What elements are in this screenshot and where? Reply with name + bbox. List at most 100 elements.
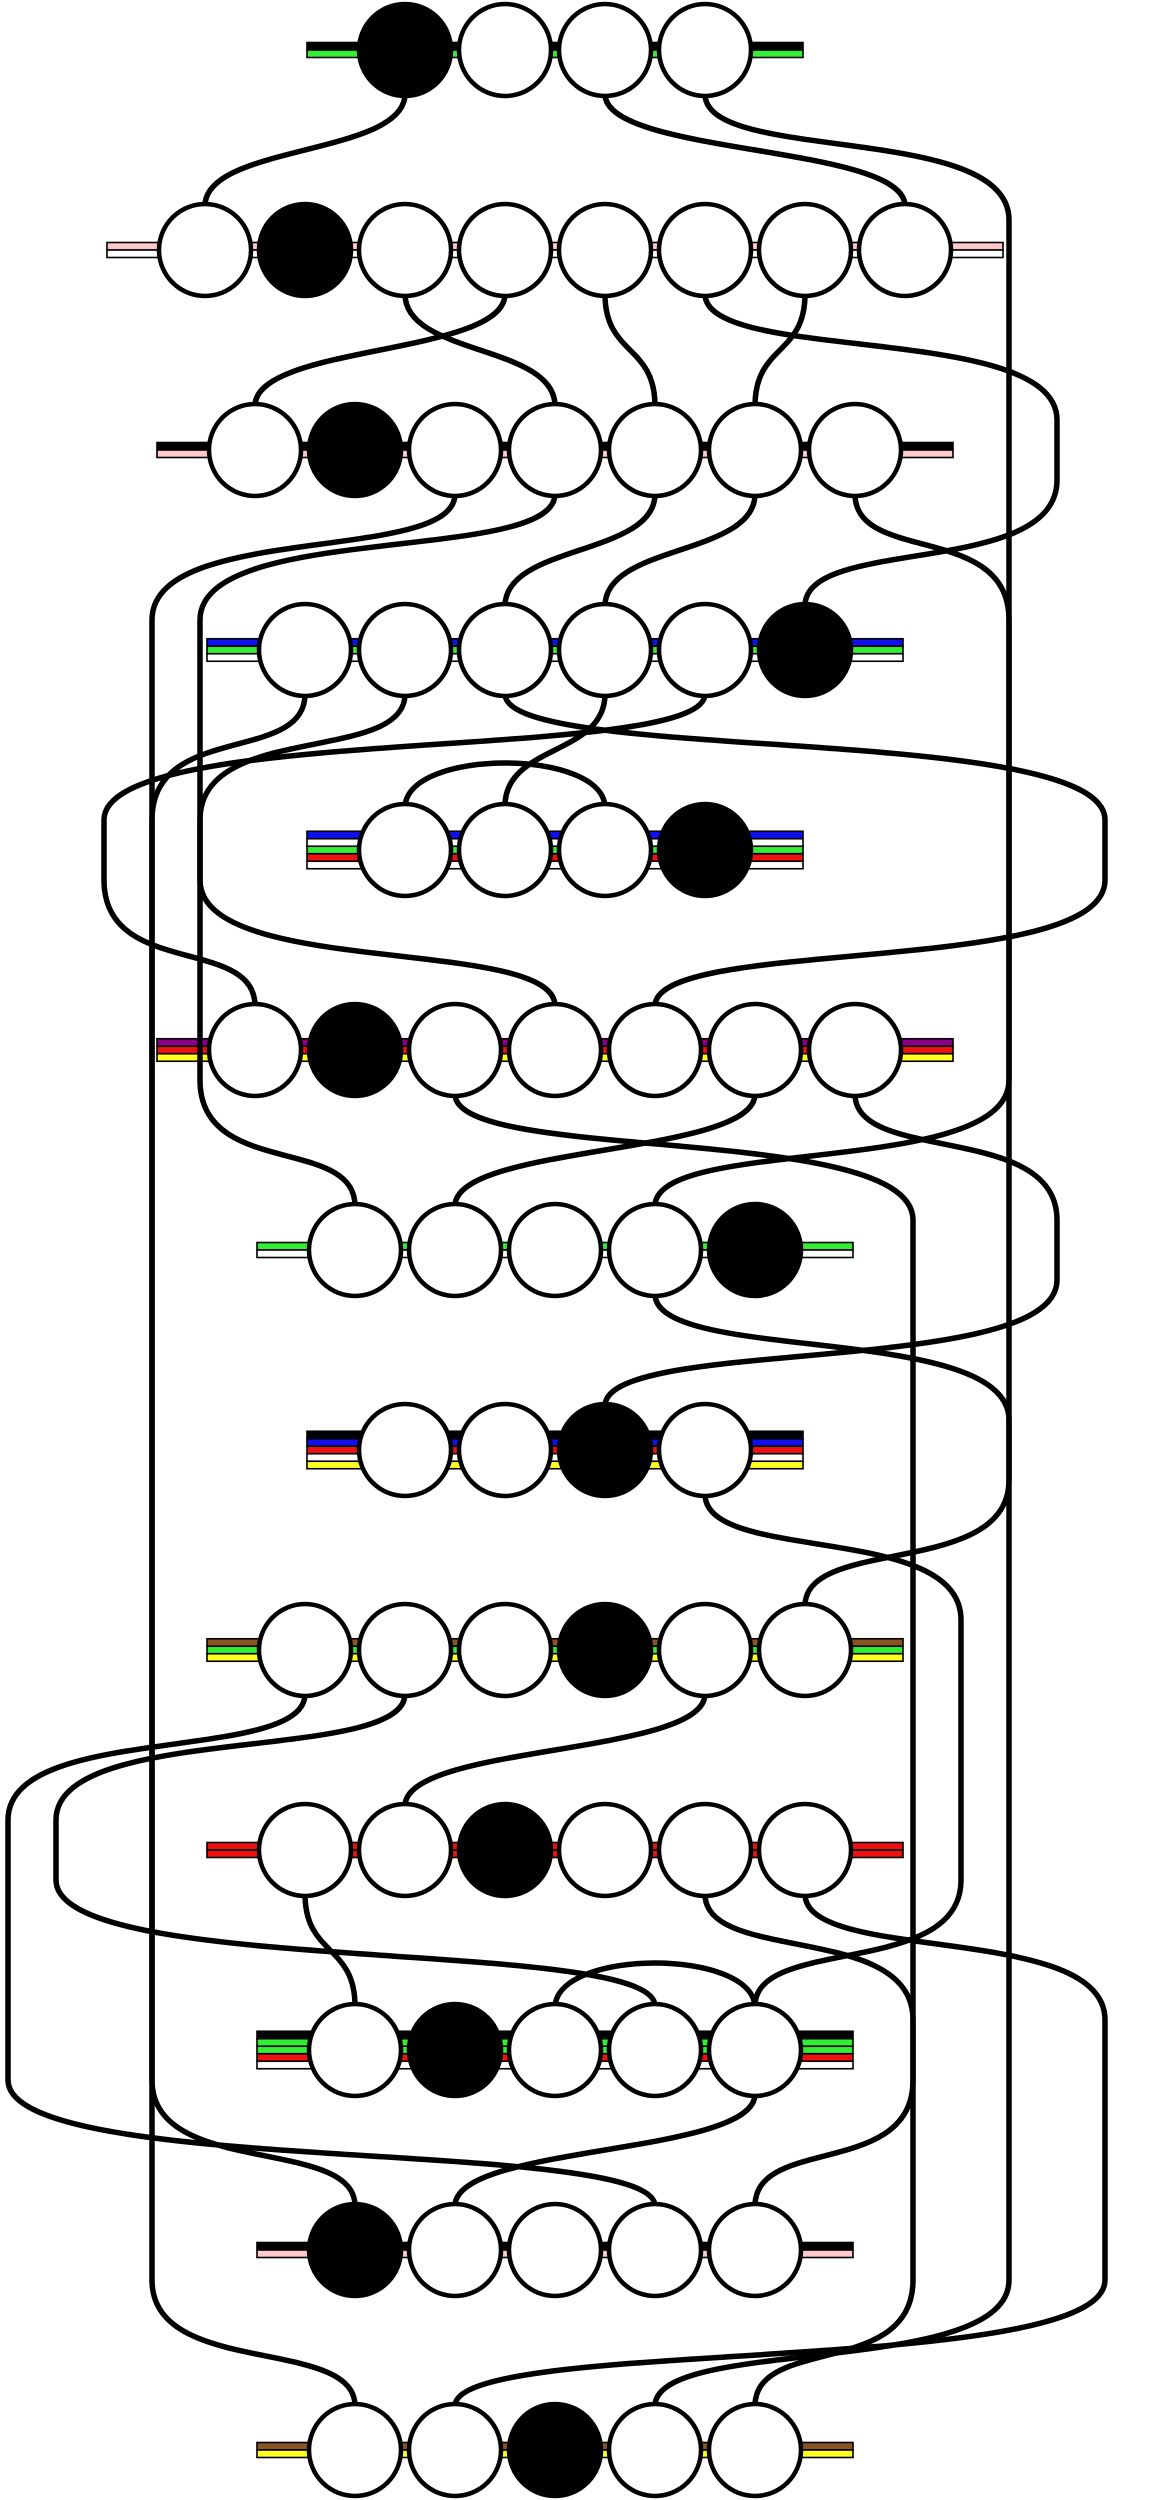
node-r1-2 [356, 201, 454, 299]
node-r5-5 [706, 1001, 804, 1099]
connection-1-4-to-2-4 [602, 291, 658, 409]
node-r3-4 [656, 601, 754, 699]
node-r11-2 [506, 2201, 604, 2299]
connection-3-3-to-4-1 [502, 691, 608, 809]
node-r1-7 [856, 201, 954, 299]
node-r2-4 [606, 401, 704, 499]
node-r8-1 [356, 1601, 454, 1699]
nodes-layer [156, 1, 954, 2499]
row-4-bar-4-white [306, 860, 804, 870]
node-r10-4 [706, 2001, 804, 2099]
node-r5-2 [406, 1001, 504, 1099]
node-r9-0 [256, 1801, 354, 1899]
row-9-bar-1-red [206, 1849, 904, 1859]
row-0-bar-1-green [306, 49, 804, 59]
connection-3-0-to-12-0 [149, 691, 358, 2409]
node-r3-1 [356, 601, 454, 699]
node-r4-3-filled [656, 801, 754, 899]
node-r11-3 [606, 2201, 704, 2299]
connection-1-2-to-2-3 [402, 291, 558, 409]
node-r7-2-filled [556, 1401, 654, 1499]
node-r8-4 [656, 1601, 754, 1699]
node-r0-0-filled [356, 1, 454, 99]
node-r2-6 [806, 401, 904, 499]
node-r7-1 [456, 1401, 554, 1499]
node-r9-2-filled [456, 1801, 554, 1899]
connection-2-5-to-3-3 [602, 491, 758, 609]
node-r11-4 [706, 2201, 804, 2299]
node-r7-3 [656, 1401, 754, 1499]
node-r5-6 [806, 1001, 904, 1099]
node-r12-0 [306, 2401, 404, 2499]
connection-3-2-to-5-4 [502, 691, 1108, 1009]
node-r1-1-filled [256, 201, 354, 299]
node-r1-3 [456, 201, 554, 299]
node-r4-1 [456, 801, 554, 899]
connection-10-2-to-10-4 [552, 1960, 758, 2011]
node-r9-3 [556, 1801, 654, 1899]
connection-0-0-to-1-0 [202, 91, 408, 209]
connection-9-0-to-10-0 [302, 1891, 358, 2009]
node-r10-2 [506, 2001, 604, 2099]
row-3-bar-2-white [206, 652, 904, 663]
node-r6-1 [406, 1201, 504, 1299]
node-r2-3 [506, 401, 604, 499]
connection-10-4-to-11-1 [452, 2091, 758, 2209]
connection-4-2-to-4-0 [402, 760, 608, 811]
node-r2-2 [406, 401, 504, 499]
connection-1-5-to-3-5 [702, 291, 1060, 609]
node-r1-4 [556, 201, 654, 299]
node-r9-5 [756, 1801, 854, 1899]
connection-3-1-to-5-3 [197, 691, 558, 1009]
node-r5-4 [606, 1001, 704, 1099]
connection-2-3-to-6-0 [197, 491, 558, 1209]
connection-3-4-to-5-0 [101, 691, 708, 1009]
connection-2-2-to-11-0 [149, 491, 458, 2209]
connection-9-4-to-11-4 [702, 1891, 916, 2209]
node-r6-4-filled [706, 1201, 804, 1299]
node-r4-2 [556, 801, 654, 899]
node-r5-0 [206, 1001, 304, 1099]
connection-5-5-to-6-1 [452, 1091, 758, 1209]
row-1-bar-1-white [106, 249, 1004, 259]
row-8-bar-2-yellow [206, 1652, 904, 1663]
node-r5-3 [506, 1001, 604, 1099]
node-r8-5 [756, 1601, 854, 1699]
connection-1-3-to-2-0 [252, 291, 508, 409]
node-r2-5 [706, 401, 804, 499]
connection-7-3-to-10-4 [702, 1491, 964, 2009]
node-r12-3 [606, 2401, 704, 2499]
node-r10-1-filled [406, 2001, 504, 2099]
connection-6-3-to-12-3 [652, 1291, 1012, 2409]
node-r12-4 [706, 2401, 804, 2499]
connection-5-2-to-12-4 [452, 1091, 916, 2409]
connections-layer [5, 91, 1108, 2409]
node-r0-1 [456, 1, 554, 99]
node-r11-0-filled [306, 2201, 404, 2299]
node-r1-6 [756, 201, 854, 299]
connection-8-1-to-10-3 [53, 1691, 658, 2009]
connection-8-4-to-9-1 [402, 1691, 708, 1809]
node-r2-0 [206, 401, 304, 499]
node-r3-3 [556, 601, 654, 699]
node-r10-0 [306, 2001, 404, 2099]
node-r2-1-filled [306, 401, 404, 499]
node-r8-3-filled [556, 1601, 654, 1699]
row-7-bar-4-yellow [306, 1460, 804, 1470]
node-r6-3 [606, 1201, 704, 1299]
node-r0-3 [656, 1, 754, 99]
node-r12-2-filled [506, 2401, 604, 2499]
connection-5-6-to-7-2 [602, 1091, 1060, 1409]
node-r3-0 [256, 601, 354, 699]
node-r1-0 [156, 201, 254, 299]
node-r6-0 [306, 1201, 404, 1299]
connection-0-2-to-1-7 [602, 91, 908, 209]
node-r0-2 [556, 1, 654, 99]
node-r5-1-filled [306, 1001, 404, 1099]
connection-1-6-to-2-5 [752, 291, 808, 409]
node-r1-5 [656, 201, 754, 299]
node-r9-1 [356, 1801, 454, 1899]
connection-9-5-to-12-1 [452, 1891, 1108, 2409]
node-r8-2 [456, 1601, 554, 1699]
